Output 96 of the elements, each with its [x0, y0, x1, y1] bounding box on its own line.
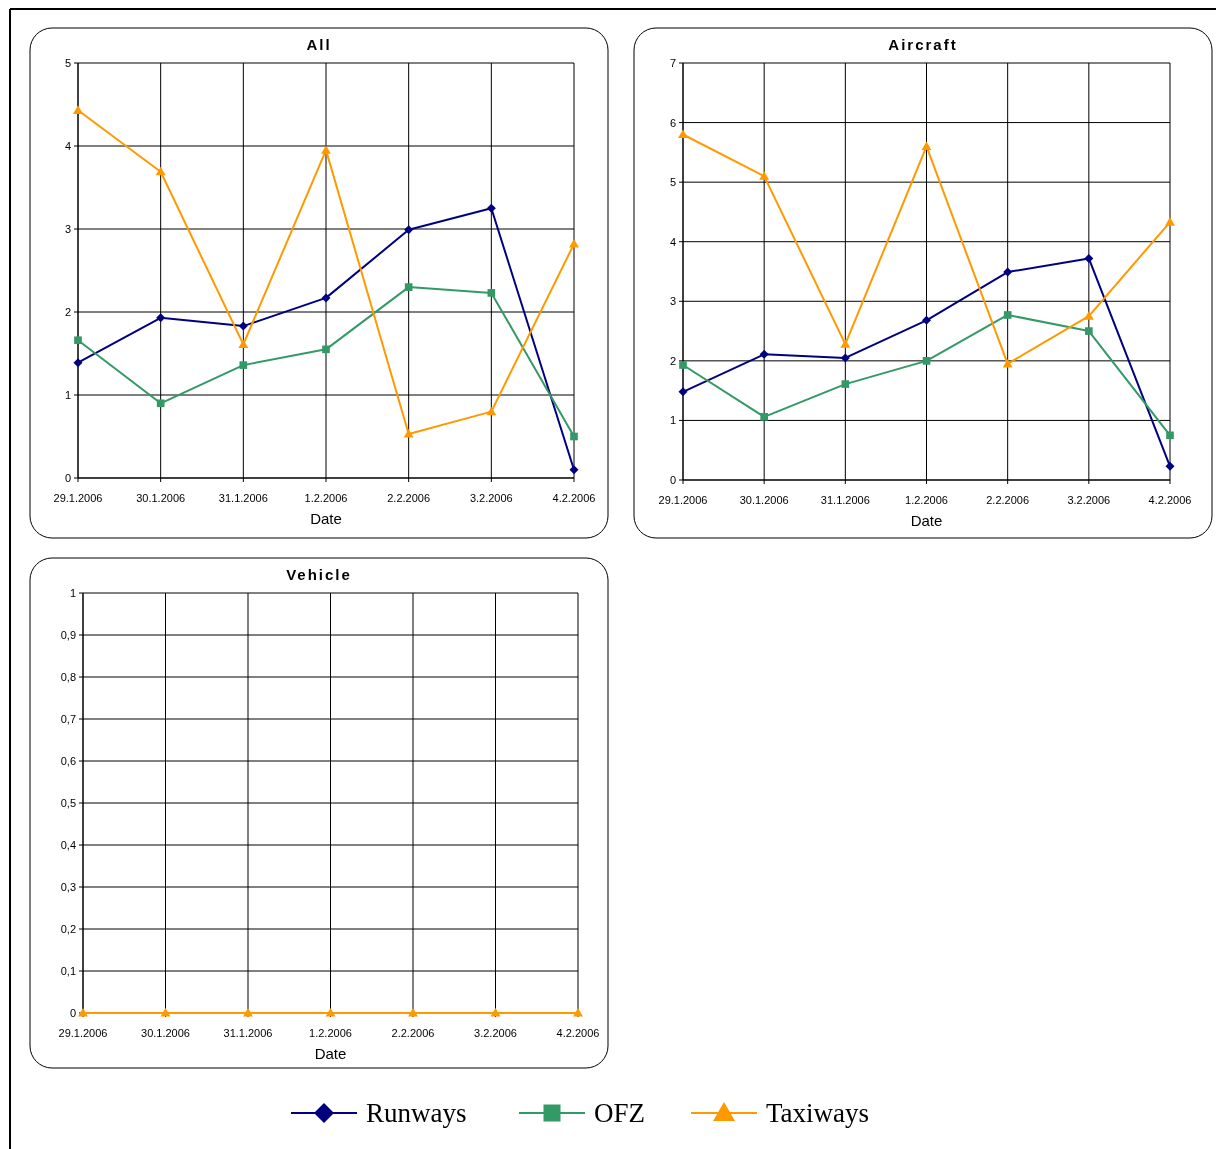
y-tick-label: 5 [64, 57, 71, 69]
y-tick-label: 5 [669, 176, 676, 189]
x-tick-label: 3.2.2006 [469, 492, 513, 504]
point [922, 315, 931, 325]
point [759, 349, 769, 359]
point [840, 353, 850, 363]
point [1003, 311, 1012, 319]
y-tick-label: 0,6 [60, 755, 76, 767]
point [156, 399, 165, 408]
point [156, 313, 166, 323]
x-tick-label: 1.2.2006 [304, 492, 348, 504]
x-tick-label: 3.2.2006 [1067, 494, 1111, 506]
x-tick-label: 4.2.2006 [1148, 494, 1192, 506]
y-tick-label: 0 [669, 474, 676, 486]
y-tick-label: 1 [669, 414, 676, 427]
x-tick-label: 2.2.2006 [986, 494, 1030, 506]
point [759, 171, 770, 180]
chart-title: All [306, 36, 332, 53]
point [486, 203, 496, 213]
y-tick-label: 0 [64, 472, 71, 484]
y-tick-label: 0,1 [60, 965, 76, 977]
point [570, 432, 578, 441]
point [74, 336, 82, 345]
x-tick-label: 29.1.2006 [658, 494, 708, 506]
point [238, 321, 248, 331]
point [73, 358, 83, 368]
point [322, 345, 330, 354]
point [1083, 311, 1094, 320]
y-tick-label: 0,2 [60, 923, 76, 935]
point [1084, 253, 1094, 263]
x-tick-label: 30.1.2006 [739, 494, 789, 506]
legend-label: OFZ [594, 1098, 646, 1128]
legend-label: Runways [366, 1098, 467, 1128]
point [404, 225, 414, 235]
point [840, 339, 851, 348]
x-tick-label: 3.2.2006 [474, 1027, 517, 1039]
x-axis-title: Date [314, 1045, 347, 1062]
point [921, 141, 932, 150]
point [678, 129, 688, 139]
x-tick-label: 4.2.2006 [556, 1027, 600, 1039]
y-tick-label: 0,4 [60, 839, 76, 851]
x-axis-title: Date [910, 512, 943, 529]
x-tick-label: 31.1.2006 [218, 492, 268, 504]
y-tick-label: 6 [669, 116, 676, 129]
point [569, 238, 579, 248]
point [238, 339, 249, 348]
point [404, 283, 413, 291]
y-tick-label: 4 [669, 235, 676, 248]
y-tick-label: 0,5 [60, 797, 76, 809]
y-tick-label: 0,7 [60, 713, 76, 725]
x-axis-title: Date [310, 510, 342, 527]
y-tick-label: 3 [669, 295, 676, 308]
x-tick-label: 31.1.2006 [223, 1027, 273, 1039]
x-tick-label: 31.1.2006 [820, 494, 870, 506]
point [73, 105, 83, 114]
y-tick-label: 1 [69, 587, 76, 599]
point [321, 145, 331, 154]
y-tick-label: 0,8 [60, 671, 76, 683]
point [922, 357, 931, 365]
point [486, 406, 497, 416]
y-tick-label: 1 [64, 389, 71, 401]
y-tick-label: 0,3 [60, 881, 76, 893]
point [678, 387, 688, 397]
chart-title: Vehicle [286, 566, 352, 583]
point [841, 380, 850, 388]
point [1003, 267, 1013, 277]
x-tick-label: 2.2.2006 [387, 492, 431, 504]
x-tick-label: 2.2.2006 [391, 1027, 435, 1039]
point [239, 361, 248, 369]
x-tick-label: 30.1.2006 [141, 1027, 190, 1039]
x-tick-label: 1.2.2006 [905, 494, 948, 506]
y-tick-label: 7 [669, 57, 676, 69]
x-tick-label: 1.2.2006 [309, 1027, 352, 1039]
y-tick-label: 0,9 [60, 629, 76, 641]
point [760, 413, 768, 421]
point [569, 465, 579, 475]
chart-title: Aircraft [888, 36, 958, 53]
legend-label: Taxiways [766, 1098, 870, 1128]
x-tick-label: 4.2.2006 [552, 492, 596, 504]
point [155, 166, 166, 176]
point [321, 293, 331, 303]
y-tick-label: 2 [669, 354, 676, 367]
x-tick-label: 29.1.2006 [53, 492, 103, 504]
point [1165, 461, 1175, 471]
y-tick-label: 3 [64, 223, 71, 235]
point [487, 289, 496, 297]
y-tick-label: 2 [64, 306, 71, 318]
y-tick-label: 0 [69, 1007, 76, 1019]
point [1166, 431, 1174, 440]
point [1085, 327, 1093, 335]
point [1165, 217, 1175, 226]
point [1002, 358, 1013, 368]
y-tick-label: 4 [64, 140, 71, 152]
point [403, 429, 414, 438]
x-tick-label: 30.1.2006 [136, 492, 186, 504]
x-tick-label: 29.1.2006 [58, 1027, 108, 1039]
